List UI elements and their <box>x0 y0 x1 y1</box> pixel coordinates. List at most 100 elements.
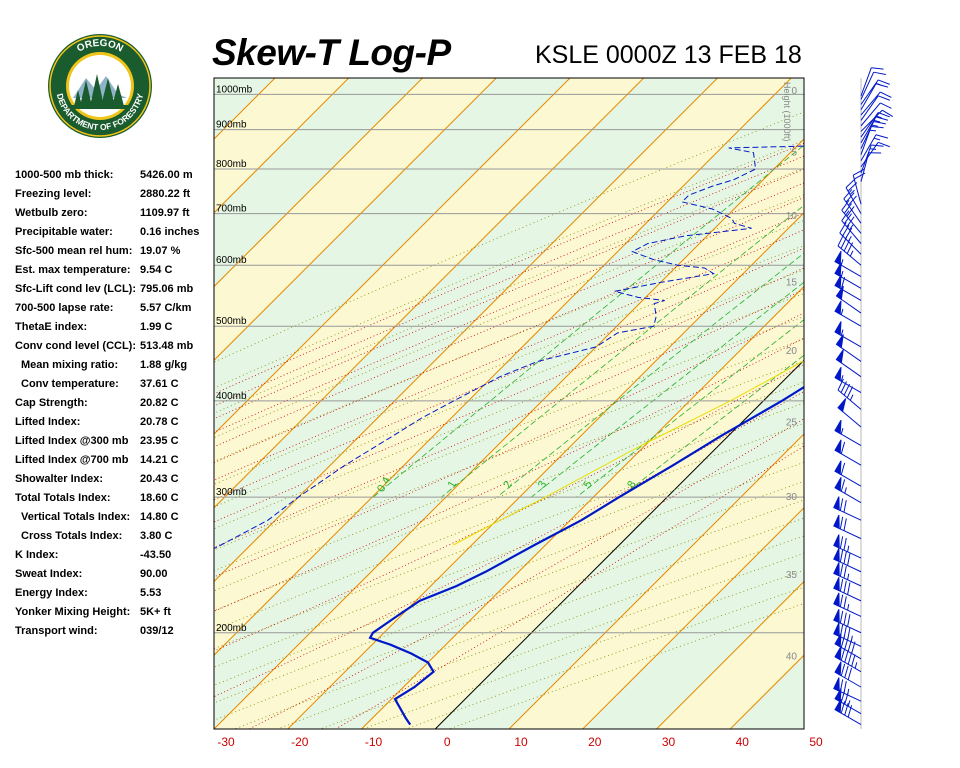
moist-adiabat <box>214 312 804 578</box>
isotherm-line <box>214 78 645 509</box>
isotherm-line <box>214 78 571 435</box>
mixing-ratio-line <box>620 354 804 498</box>
index-row: Lifted Index: 20.78 C <box>15 416 215 435</box>
wind-barb <box>833 534 862 559</box>
x-tick-label: 20 <box>588 735 602 749</box>
index-value: -43.50 <box>140 549 172 561</box>
wind-barb <box>860 134 889 161</box>
wind-barb <box>833 608 862 634</box>
index-value: 37.61 C <box>140 378 179 390</box>
index-value: 20.43 C <box>140 473 179 485</box>
wind-barb <box>860 141 890 168</box>
wind-barb <box>833 514 862 540</box>
mixing-ratio-label: 3 <box>536 479 549 490</box>
index-label: Conv temperature: <box>21 378 119 390</box>
wind-barb <box>837 398 862 428</box>
index-value: 039/12 <box>140 625 174 637</box>
index-row: Est. max temperature: 9.54 C <box>15 264 215 283</box>
wind-barb <box>834 688 862 715</box>
temperature-profile <box>368 385 804 726</box>
index-value: 0.16 inches <box>140 226 200 238</box>
index-label: Sweat Index: <box>15 568 83 580</box>
isotherm-line <box>287 212 804 729</box>
index-row: Total Totals Index: 18.60 C <box>15 492 215 511</box>
mixing-ratio-line <box>441 204 804 498</box>
pressure-level-label: 600mb <box>216 255 247 266</box>
wind-barb <box>860 144 884 174</box>
index-row: Lifted Index @700 mb 14.21 C <box>15 454 215 473</box>
height-tick-label: 10 <box>786 211 798 222</box>
index-value: 19.07 % <box>140 245 181 257</box>
index-label: Cross Totals Index: <box>21 530 123 542</box>
isotherm-line <box>214 78 350 214</box>
index-label: Total Totals Index: <box>15 492 111 504</box>
wind-barb <box>860 71 886 100</box>
isotherm-line <box>508 433 804 729</box>
index-value: 513.48 mb <box>140 340 194 352</box>
index-value: 9.54 C <box>140 264 173 276</box>
oregon-department-of-forestry-logo: OREGON DEPARTMENT OF FORESTRY <box>48 34 152 138</box>
index-row: Sfc-500 mean rel hum: 19.07 % <box>15 245 215 264</box>
x-tick-label: 30 <box>662 735 676 749</box>
index-value: 1109.97 ft <box>140 207 190 219</box>
wind-barb <box>833 577 862 602</box>
moist-adiabat <box>214 247 804 501</box>
index-label: Freezing level: <box>15 188 92 200</box>
index-row: Cross Totals Index: 3.80 C <box>15 530 215 549</box>
index-value: 23.95 C <box>140 435 179 447</box>
index-value: 1.99 C <box>140 321 173 333</box>
index-row: Wetbulb zero: 1109.97 ft <box>15 207 215 226</box>
isotherm-line <box>361 285 804 729</box>
isotherm-line <box>214 138 804 729</box>
index-label: Lifted Index: <box>15 416 81 428</box>
index-row: K Index: -43.50 <box>15 549 215 568</box>
index-value: 5.57 C/km <box>140 302 192 314</box>
isotherm-line <box>582 507 804 729</box>
x-tick-label: -30 <box>217 735 235 749</box>
pressure-level-label: 500mb <box>216 316 247 327</box>
wind-barb <box>834 366 862 394</box>
wind-barb <box>837 378 862 410</box>
isotherm-band <box>214 78 804 729</box>
isotherm-line <box>214 78 792 656</box>
height-tick-label: 30 <box>786 492 798 503</box>
wind-barb <box>841 200 862 234</box>
wind-barb <box>860 116 889 144</box>
index-label: Lifted Index @300 mb <box>15 435 129 447</box>
wind-barb <box>833 562 862 587</box>
mixing-ratio-line <box>496 252 804 498</box>
mixing-ratio-label: 2 <box>501 479 514 490</box>
moist-adiabat <box>214 229 804 481</box>
index-label: K Index: <box>15 549 59 561</box>
index-row: ThetaE index: 1.99 C <box>15 321 215 340</box>
moist-adiabat <box>335 445 804 729</box>
wind-barb <box>833 547 862 573</box>
index-label: Sfc-Lift cond lev (LCL): <box>15 283 136 295</box>
index-row: Cap Strength: 20.82 C <box>15 397 215 416</box>
wind-barb <box>835 285 862 314</box>
wind-barb <box>852 168 866 205</box>
plot-frame <box>213 77 805 730</box>
wind-barb <box>837 234 862 266</box>
wind-barb <box>860 109 894 132</box>
index-value: 20.78 C <box>140 416 179 428</box>
index-label: Vertical Totals Index: <box>21 511 131 523</box>
index-row: Transport wind: 039/12 <box>15 625 215 644</box>
wind-barb <box>833 496 862 521</box>
wind-barb <box>834 646 862 673</box>
index-value: 90.00 <box>140 568 168 580</box>
mixing-ratio-label: 8 <box>625 479 638 490</box>
wind-barb <box>860 102 892 127</box>
x-tick-label: 0 <box>444 735 451 749</box>
index-value: 5426.00 m <box>140 169 193 181</box>
index-row: 1000-500 mb thick: 5426.00 m <box>15 169 215 188</box>
plot-area: 0.4 1 2 3 5 8200mb300mb400mb500mb600mb700mb80… <box>214 78 804 729</box>
wind-barb <box>835 334 862 362</box>
mixing-ratio-line <box>373 144 804 498</box>
isotherm-line <box>214 78 497 361</box>
pressure-level-label: 700mb <box>216 204 247 215</box>
x-tick-label: -10 <box>365 735 383 749</box>
chart-title: Skew-T Log-P <box>212 32 451 73</box>
index-label: Mean mixing ratio: <box>21 359 119 371</box>
